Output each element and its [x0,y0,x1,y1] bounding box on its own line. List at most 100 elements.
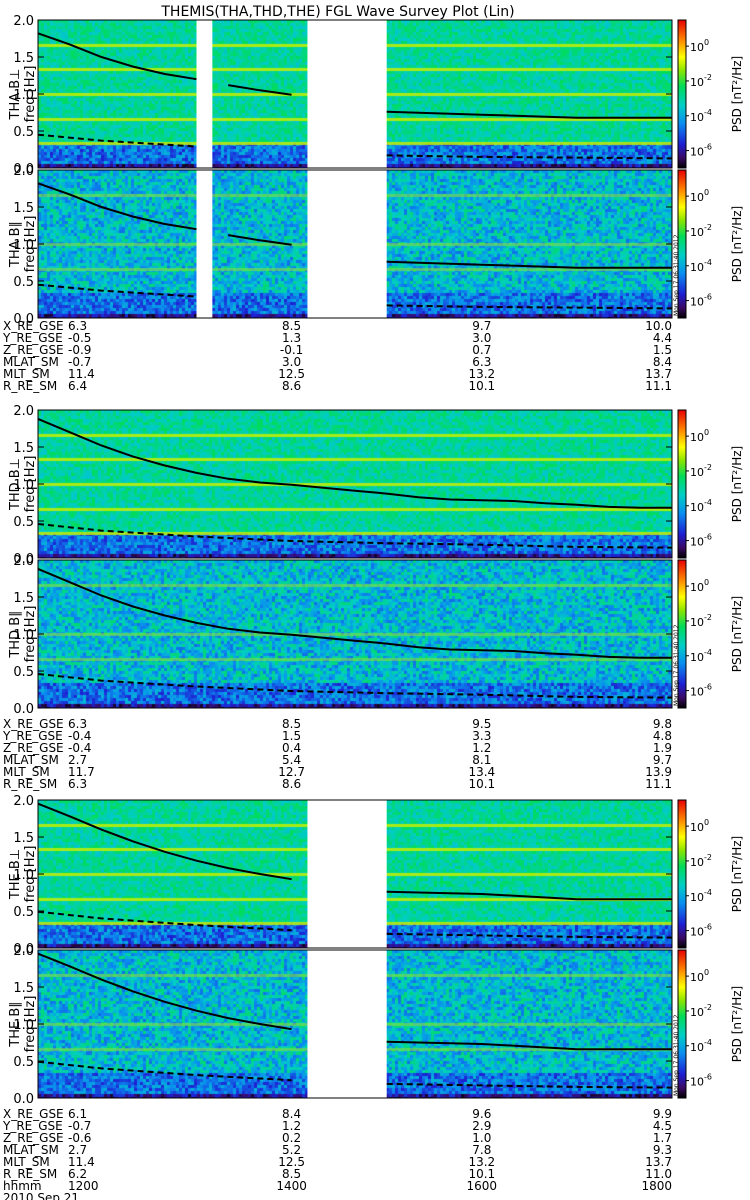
colorbar-tick-label: 10-2 [690,853,712,869]
ephemeris-value: 0.4 [282,741,301,755]
ephemeris-value: 9.6 [472,1107,491,1121]
y-tick-label: 0.0 [13,702,34,717]
colorbar-tick-label: 10-4 [690,648,712,664]
colorbar-tick-label: 10-2 [690,73,712,89]
colorbar-tick-label: 10-4 [690,108,712,124]
colorbar [677,409,687,559]
spectrogram-panels: 0.0 0.5 1.0 1.5 2.0 THA B⊥freq [Hz] 100 10-2 10-… [8,14,744,1107]
colorbar-tick-label: 10-2 [690,613,712,629]
ephemeris-value: 1.7 [653,1131,672,1145]
ephemeris-value: -0.6 [68,1131,91,1145]
ephemeris-value: 13.7 [645,1155,672,1169]
ephemeris-value: 13.4 [468,765,495,779]
ephemeris-row-label: X_RE_GSE [3,319,64,333]
ephemeris-value: 8.6 [282,777,301,791]
ephemeris-row-label: Z_RE_GSE [3,1131,64,1145]
ephemeris-the: X_RE_GSE 6.1 8.4 9.6 9.9 Y_RE_GSE -0.7 1.2 2.9 4.… [2,1107,672,1200]
ephemeris-row-label: R_RE_SM [3,1167,57,1181]
ephemeris-value: 1.2 [282,1119,301,1133]
panel-thd-par: 0.0 0.5 1.0 1.5 2.0 THD B∥freq [Hz] 100 10-2 10-… [8,554,744,717]
chart-title: THEMIS(THA,THD,THE) FGL Wave Survey Plot… [160,4,514,20]
ephemeris-value: 6.4 [68,379,87,393]
ephemeris-value: 8.5 [282,1167,301,1181]
ephemeris-row-label: Y_RE_GSE [2,331,63,345]
ephemeris-row-label: Z_RE_GSE [3,741,64,755]
colorbar-tick-label: 10-4 [690,258,712,274]
ephemeris-value: 12.5 [278,1155,305,1169]
ephemeris-value: -0.9 [68,343,91,357]
y-tick-label: 2.0 [13,164,34,179]
y-tick-label: 0.5 [13,275,34,290]
ephemeris-value: 10.1 [468,777,495,791]
ephemeris-value: -0.4 [68,741,91,755]
colorbar-tick-label: 100 [690,428,709,444]
ephemeris-value: 11.4 [68,367,95,381]
ephemeris-row-label: X_RE_GSE [3,717,64,731]
colorbar-tick-label: 10-6 [690,683,712,699]
ephemeris-row-label: R_RE_SM [3,777,57,791]
ephemeris-value: 8.5 [282,717,301,731]
spectrogram-image [38,560,672,708]
y-tick-label: 1.0 [13,478,34,493]
y-tick-label: 1.0 [13,868,34,883]
y-tick-label: 0.0 [13,552,34,567]
x-tick-label: 1400 [276,1179,307,1193]
timestamp-stamp: Mon Sep 17 06:31:40 2012 [673,1014,680,1096]
dashed-curve [37,910,673,939]
y-tick-label: 1.5 [13,201,34,216]
y-tick-label: 0.5 [13,1055,34,1070]
ephemeris-value: 6.3 [68,777,87,791]
colorbar-tick-label: 100 [690,968,709,984]
ephemeris-value: 1.5 [653,343,672,357]
colorbar [677,559,687,709]
colorbar-tick-label: 10-6 [690,923,712,939]
ephemeris-value: 8.1 [472,753,491,767]
ephemeris-row-label: MLAT_SM [3,1143,59,1157]
colorbar-label: PSD [nT²/Hz] [730,56,744,132]
y-tick-label: 2.0 [13,944,34,959]
colorbar-tick-label: 10-6 [690,1073,712,1089]
colorbar-tick-label: 10-2 [690,463,712,479]
panel-tha-perp: 0.0 0.5 1.0 1.5 2.0 THA B⊥freq [Hz] 100 10-2 10-… [8,14,744,177]
ephemeris-value: 5.2 [282,1143,301,1157]
spectrogram-image [38,410,672,558]
ephemeris-value: 6.1 [68,1107,87,1121]
panel-thd-perp: 0.0 0.5 1.0 1.5 2.0 THD B⊥freq [Hz] 100 10-2 10-… [8,404,744,567]
colorbar-label: PSD [nT²/Hz] [730,446,744,522]
ephemeris-value: 4.5 [653,1119,672,1133]
ephemeris-value: 8.4 [653,355,672,369]
y-tick-label: 0.0 [13,942,34,957]
y-axis-label: THA B⊥freq [Hz] [8,66,38,123]
data-gap [307,20,387,168]
panel-the-par: 0.0 0.5 1.0 1.5 2.0 THE B∥freq [Hz] 100 10-2 10-… [8,944,744,1107]
ephemeris-row-label: MLAT_SM [3,355,59,369]
ephemeris-value: -0.5 [68,331,91,345]
colorbar-label: PSD [nT²/Hz] [730,596,744,672]
ephemeris-value: 4.8 [653,729,672,743]
dashed-curve [37,1060,673,1089]
y-tick-label: 0.5 [13,125,34,140]
ephemeris-row-label: MLT_SM [3,765,50,779]
panel-the-perp: 0.0 0.5 1.0 1.5 2.0 THE B⊥freq [Hz] 100 10-2 10-… [8,794,744,957]
ephemeris-value: 3.3 [472,729,491,743]
dashed-curve [37,523,673,549]
ephemeris-value: 9.7 [472,319,491,333]
ephemeris-value: 2.7 [68,1143,87,1157]
ephemeris-row-label: R_RE_SM [3,379,57,393]
y-tick-label: 1.0 [13,1018,34,1033]
ephemeris-value: 13.2 [468,1155,495,1169]
y-tick-label: 0.0 [13,162,34,177]
colorbar-tick-label: 100 [690,38,709,54]
colorbar [677,799,687,949]
colorbar-label: PSD [nT²/Hz] [730,986,744,1062]
ephemeris-value: 11.4 [68,1155,95,1169]
ephemeris-value: -0.1 [280,343,303,357]
y-tick-label: 0.5 [13,515,34,530]
y-tick-label: 1.0 [13,88,34,103]
colorbar-tick-label: 10-4 [690,888,712,904]
y-axis-label: THA B∥freq [Hz] [8,216,38,273]
ephemeris-value: 6.3 [68,319,87,333]
y-tick-label: 2.0 [13,554,34,569]
colorbar-label: PSD [nT²/Hz] [730,206,744,282]
ephemeris-value: 10.0 [645,319,672,333]
